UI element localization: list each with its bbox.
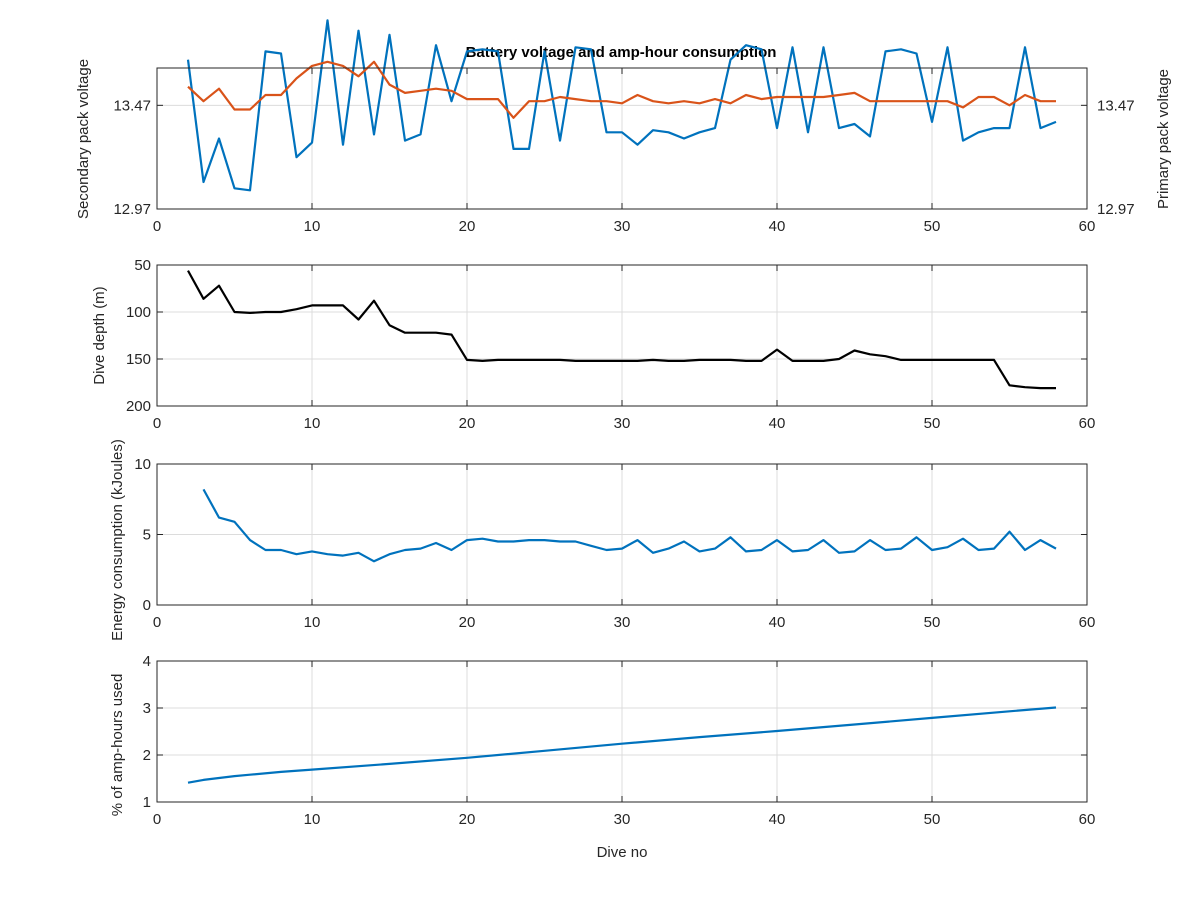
x-tick-label: 60: [1079, 811, 1096, 828]
x-tick-label: 30: [614, 811, 631, 828]
y-axis-label: Energy consumption (kJoules): [109, 439, 126, 641]
x-tick-label: 30: [614, 415, 631, 432]
series-line-secondary-pack-voltage: [186, 19, 1057, 192]
y-axis-label: Dive depth (m): [91, 286, 108, 384]
x-tick-label: 50: [924, 218, 941, 235]
x-tick-label: 0: [153, 614, 161, 631]
y-tick-label: 4: [143, 653, 151, 670]
x-tick-label: 10: [304, 218, 321, 235]
x-tick-label: 40: [769, 614, 786, 631]
subplot-3: 0 10 20 30 40 50 60 0 5 10 Energy consumption (kJo…: [109, 439, 1095, 641]
x-tick-label: 10: [304, 614, 321, 631]
x-tick-label: 40: [769, 811, 786, 828]
x-tick-label: 20: [459, 218, 476, 235]
x-tick-label: 30: [614, 614, 631, 631]
x-tick-label: 0: [153, 218, 161, 235]
y-tick-label: 100: [126, 304, 151, 321]
x-axis-label: Dive no: [597, 844, 648, 861]
y-tick-label: 3: [143, 700, 151, 717]
x-tick-label: 0: [153, 415, 161, 432]
y-tick-label: 13.47: [113, 97, 151, 114]
x-tick-label: 30: [614, 218, 631, 235]
y-tick-label: 12.97: [113, 201, 151, 218]
x-tick-label: 60: [1079, 218, 1096, 235]
series-line-2-1: [187, 270, 1056, 390]
y-right-axis-label: Primary pack voltage: [1155, 69, 1172, 209]
y-right-tick-label: 12.97: [1097, 201, 1135, 218]
y-tick-label: 200: [126, 398, 151, 415]
x-tick-label: 60: [1079, 415, 1096, 432]
y-tick-label: 50: [134, 257, 151, 274]
y-axis-label: Secondary pack voltage: [75, 59, 92, 219]
x-tick-label: 60: [1079, 614, 1096, 631]
y-tick-label: 2: [143, 747, 151, 764]
subplot-4: 0 10 20 30 40 50 60 1 2 3 4 % of amp-hours used Dive…: [109, 653, 1095, 861]
series-line-3-1: [202, 488, 1057, 563]
x-tick-label: 10: [304, 811, 321, 828]
x-tick-label: 20: [459, 811, 476, 828]
chart-title: Battery voltage and amp-hour consumption: [466, 44, 777, 61]
y-tick-label: 0: [143, 597, 151, 614]
x-tick-label: 40: [769, 415, 786, 432]
y-tick-label: 10: [134, 456, 151, 473]
x-tick-label: 10: [304, 415, 321, 432]
y-tick-label: 150: [126, 351, 151, 368]
x-tick-label: 50: [924, 614, 941, 631]
x-tick-label: 40: [769, 218, 786, 235]
series-line-4-1: [187, 706, 1057, 784]
y-axis-label: % of amp-hours used: [109, 674, 126, 817]
x-tick-label: 20: [459, 415, 476, 432]
x-tick-label: 0: [153, 811, 161, 828]
series-line-primary-pack-voltage: [187, 60, 1056, 119]
x-tick-label: 50: [924, 415, 941, 432]
x-tick-label: 50: [924, 811, 941, 828]
y-right-tick-label: 13.47: [1097, 97, 1135, 114]
subplot-2: 0 10 20 30 40 50 60 50 100 150 200 Dive depth (m): [91, 257, 1095, 432]
x-tick-label: 20: [459, 614, 476, 631]
y-tick-label: 5: [143, 527, 151, 544]
y-tick-label: 1: [143, 794, 151, 811]
